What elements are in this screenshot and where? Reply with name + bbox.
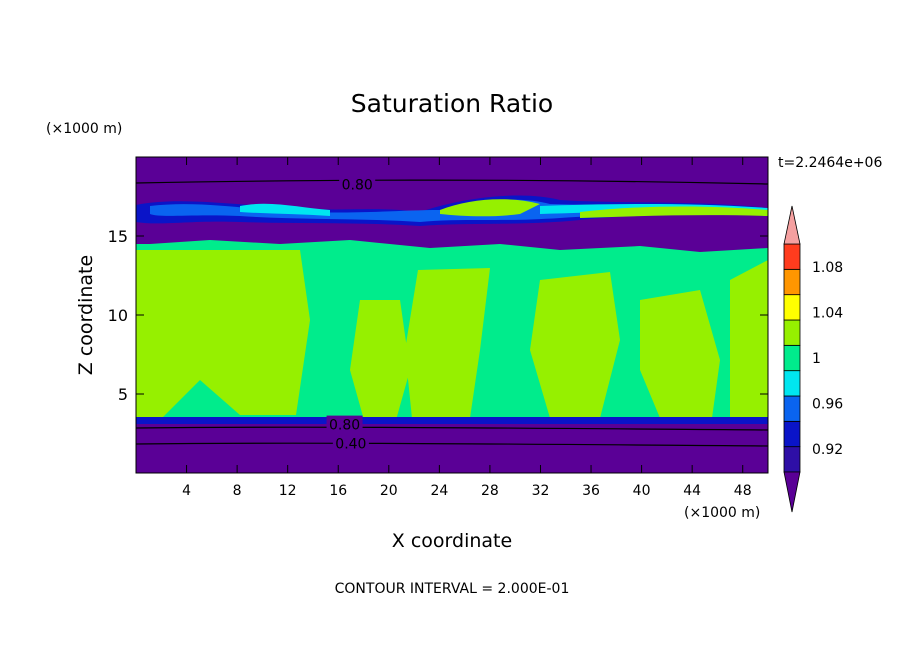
x-tick-label: 32 (532, 483, 550, 499)
colorbar-label: 0.96 (812, 397, 843, 413)
cloud-column (136, 250, 768, 420)
x-tick-label: 28 (481, 483, 499, 499)
colorbar-segment (783, 319, 801, 346)
lower-boundary-blue (136, 417, 768, 424)
colorbar-segment (783, 243, 801, 270)
colorbar-segment (783, 294, 801, 321)
y-tick-label: 15 (108, 227, 128, 246)
time-label: t=2.2464e+06 (778, 155, 882, 171)
x-tick-label: 48 (734, 483, 752, 499)
contour-label: 0.80 (342, 177, 373, 193)
colorbar-segment (783, 344, 801, 372)
x-tick-label: 12 (279, 483, 297, 499)
x-unit-label: (×1000 m) (684, 505, 760, 521)
x-axis-ticks: 4 8 12 16 20 24 28 32 36 40 44 48 (182, 157, 752, 499)
lower-contour-line-08 (136, 426, 768, 431)
y-axis-ticks: 5 10 15 (108, 227, 768, 404)
x-tick-label: 24 (430, 483, 448, 499)
contour-labels: 0.80 0.80 0.40 (326, 175, 376, 453)
cyan-band (240, 203, 768, 216)
x-tick-label: 36 (582, 483, 600, 499)
contour-label-bg (339, 175, 376, 192)
x-tick-label: 40 (633, 483, 651, 499)
x-tick-label: 20 (380, 483, 398, 499)
y-tick-label: 10 (108, 306, 128, 325)
colorbar-segment (783, 420, 801, 448)
contour-label-bg (332, 434, 369, 451)
colorbar-label: 1.08 (812, 260, 843, 276)
contour-label: 0.80 (329, 418, 360, 434)
colorbar-label: 0.92 (812, 442, 843, 458)
y-tick-label: 5 (118, 385, 128, 404)
colorbar-segment (783, 446, 801, 473)
x-axis-label: X coordinate (392, 530, 512, 552)
x-tick-label: 4 (182, 483, 191, 499)
x-tick-label: 16 (329, 483, 347, 499)
contour-label: 0.40 (335, 437, 366, 453)
colorbar-extend-high (783, 205, 801, 245)
colorbar-extend-low (783, 471, 801, 513)
lower-contour-line-04 (136, 442, 768, 447)
colorbar-segment (783, 370, 801, 397)
x-tick-label: 44 (683, 483, 701, 499)
colorbar: 0.92 0.96 1 1.04 1.08 (783, 205, 843, 513)
y-unit-label: (×1000 m) (46, 121, 122, 137)
contour-interval-footer: CONTOUR INTERVAL = 2.000E-01 (335, 581, 570, 597)
colorbar-segment (783, 395, 801, 422)
chart-title: Saturation Ratio (351, 89, 553, 118)
x-tick-label: 8 (233, 483, 242, 499)
colorbar-label: 1.04 (812, 305, 843, 321)
plot-area: 0.80 0.80 0.40 (136, 157, 768, 473)
y-axis-label: Z coordinate (75, 255, 97, 375)
colorbar-label: 1 (812, 351, 821, 367)
upper-dry-layer-fill (136, 157, 768, 195)
contour-label-bg (326, 415, 363, 432)
upper-cloud-patch (440, 199, 768, 218)
upper-contour-line (136, 179, 768, 185)
colorbar-segment (783, 268, 801, 296)
